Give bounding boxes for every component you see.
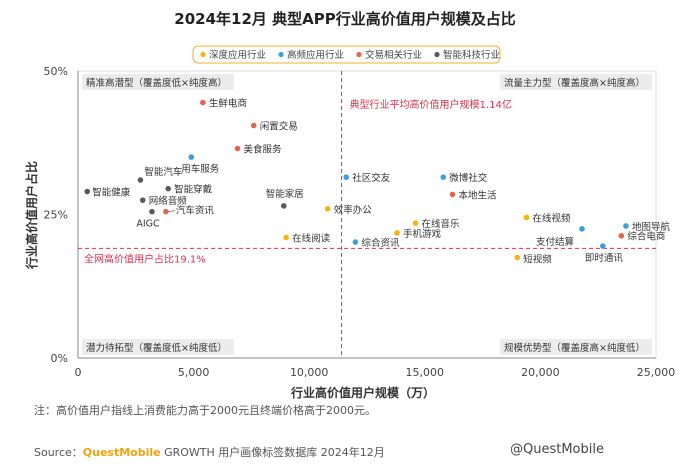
legend-label-2: 交易相关行业 (365, 49, 422, 61)
point-0-4 (523, 214, 530, 221)
legend-marker-0 (200, 51, 206, 58)
legend-marker-2 (356, 51, 362, 58)
source-brand: QuestMobile (82, 446, 161, 459)
quadrant-label-top-right: 流量主力型（覆盖度高×纯度高） (504, 77, 645, 89)
point-3-5 (280, 203, 287, 209)
point-3-4 (149, 208, 155, 215)
x-ticks: 0 5,000 10,000 15,000 20,000 25,000 (75, 366, 676, 379)
point-0-2 (412, 220, 419, 226)
quadrant-labels: 精准高潜型（覆盖度低×纯度高） 流量主力型（覆盖度高×纯度高） 潜力待拓型（覆盖度低… (82, 74, 652, 355)
legend-label-0: 深度应用行业 (209, 49, 266, 61)
point-1-1 (343, 174, 349, 180)
legend-label-3: 智能科技行业 (443, 49, 500, 61)
quadrant-bg-top_right (500, 74, 652, 90)
quadrant-label-bottom-right: 规模优势型（覆盖度高×纯度低） (504, 342, 645, 354)
footnote: 注：高价值用户指线上消费能力高于2000元且终端价格高于2000元。 (34, 404, 376, 417)
x-tick-label: 15,000 (406, 366, 445, 379)
point-label-3-1: 智能健康 (92, 187, 131, 199)
legend-box (192, 45, 501, 64)
point-0-1 (324, 205, 331, 212)
point-label-1-6: 地图导航 (632, 221, 671, 233)
x-tick-label: 10,000 (290, 366, 329, 379)
point-label-3-0: 智能汽车 (144, 166, 182, 178)
point-1-2 (440, 174, 447, 180)
point-3-3 (139, 197, 146, 203)
point-label-2-0: 生鲜电商 (209, 98, 247, 110)
point-0-0 (283, 234, 289, 241)
chart-title: 2024年12月 典型APP行业高价值用户规模及占比 (174, 10, 515, 28)
source-rest: GROWTH 用户画像标签数据库 2024年12月 (160, 446, 385, 459)
legend-marker-3 (434, 51, 440, 58)
x-tick-label: 25,000 (637, 366, 676, 379)
point-label-0-0: 在线阅读 (292, 232, 331, 244)
point-0-3 (394, 230, 400, 236)
point-label-0-3: 手机游戏 (403, 228, 442, 240)
legend-marker-1 (278, 51, 284, 58)
point-label-1-3: 综合资讯 (361, 237, 400, 249)
point-label-0-1: 效率办公 (334, 204, 373, 216)
point-2-3 (449, 191, 456, 198)
point-1-4 (579, 226, 585, 232)
point-0-5 (514, 254, 521, 261)
point-label-2-1: 闲置交易 (260, 121, 298, 133)
point-label-0-5: 短视频 (523, 254, 552, 266)
point-label-1-4: 支付结算 (536, 236, 574, 248)
y-tick-label: 50% (44, 65, 68, 78)
point-3-1 (84, 188, 91, 195)
point-label-1-1: 社区交友 (352, 172, 391, 184)
quadrant-bg-bottom_right (500, 339, 652, 355)
y-tick-label: 0% (51, 352, 68, 365)
source-prefix: Source： (34, 446, 83, 459)
point-label-2-3: 本地生活 (459, 189, 498, 201)
point-label-3-3: 网络音频 (149, 195, 188, 207)
point-2-0 (200, 99, 206, 106)
quadrant-label-top-left: 精准高潜型（覆盖度低×纯度高） (86, 77, 227, 89)
point-label-1-2: 微博社交 (449, 172, 488, 184)
point-label-1-5: 即时通讯 (585, 252, 624, 264)
x-axis-title: 行业高价值用户规模（万） (290, 385, 435, 400)
point-2-5 (618, 232, 625, 239)
point-label-0-4: 在线视频 (533, 212, 572, 224)
source-line: Source：QuestMobile GROWTH 用户画像标签数据库 2024… (34, 444, 385, 460)
leader-line (167, 210, 175, 213)
point-label-2-2: 美食服务 (244, 143, 283, 155)
point-2-4 (163, 208, 169, 215)
point-label-3-2: 智能穿戴 (174, 184, 213, 196)
point-label-2-4: 汽车资讯 (176, 205, 215, 217)
x-tick-label: 0 (75, 366, 82, 379)
avg-scale-label: 典型行业平均高价值用户规模1.14亿 (350, 98, 512, 111)
y-tick-label: 25% (44, 209, 68, 222)
quadrant-bg-top_left (82, 74, 234, 90)
x-tick-label: 20,000 (521, 366, 560, 379)
point-label-0-2: 在线音乐 (422, 218, 461, 230)
avg-share-label: 全网高价值用户占比19.1% (84, 252, 206, 265)
point-label-2-5: 综合电商 (627, 231, 665, 243)
point-1-3 (352, 239, 359, 245)
y-axis-title: 行业高价值用户占比 (24, 161, 39, 270)
point-2-2 (234, 145, 241, 152)
point-1-0 (188, 154, 195, 160)
x-tick-label: 5,000 (178, 366, 210, 379)
watermark: @QuestMobile (510, 442, 604, 457)
point-1-6 (623, 223, 629, 229)
point-2-1 (250, 122, 257, 129)
point-3-0 (137, 177, 144, 183)
point-label-3-4: AIGC (136, 219, 160, 230)
legend: 深度应用行业 高频应用行业 交易相关行业 智能科技行业 (200, 49, 500, 61)
quadrant-bg-bottom_left (82, 339, 234, 355)
point-3-2 (165, 185, 171, 192)
quadrant-label-bottom-left: 潜力待拓型（覆盖度低×纯度低） (86, 342, 227, 354)
point-label-1-0: 用车服务 (181, 163, 220, 175)
y-ticks: 0% 25% 50% (44, 65, 68, 365)
point-1-5 (600, 243, 606, 249)
legend-label-1: 高频应用行业 (287, 49, 344, 61)
point-label-3-5: 智能家居 (266, 188, 304, 200)
